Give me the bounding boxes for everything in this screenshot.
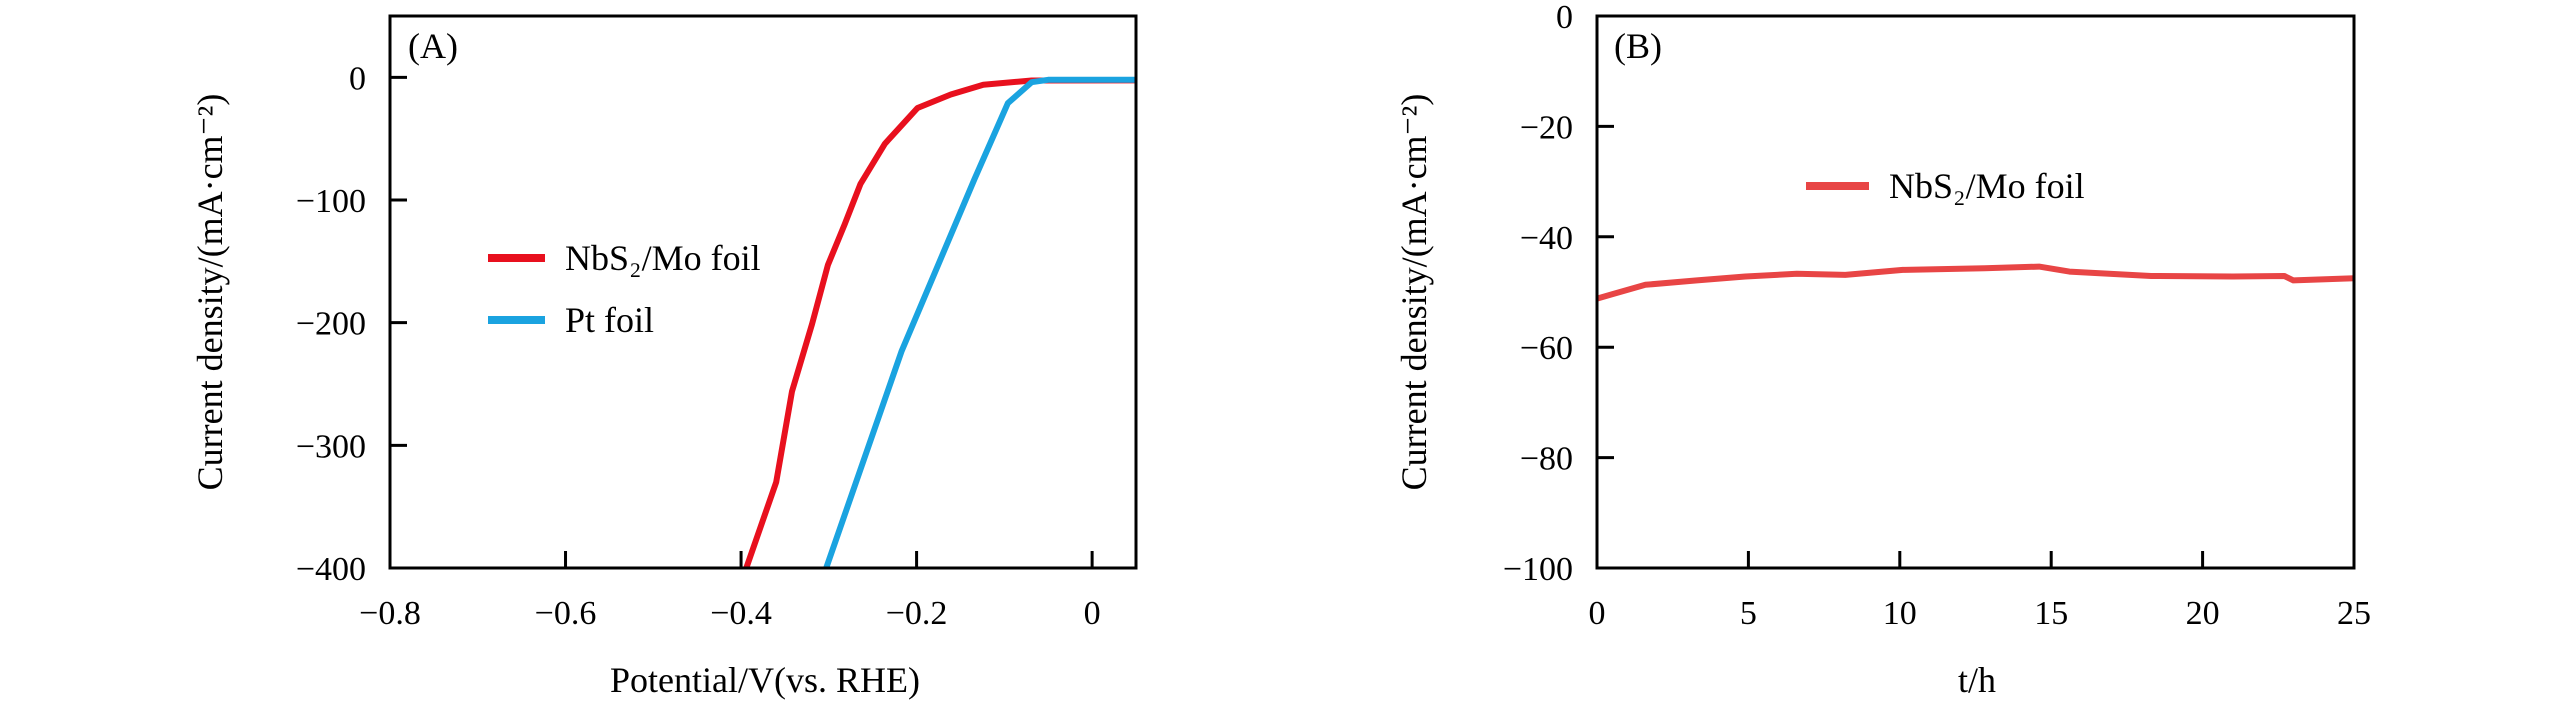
x-tick-label: −0.4 <box>710 595 772 632</box>
panel-label: (A) <box>408 26 458 66</box>
legend-label-1: Pt foil <box>565 300 654 340</box>
x-tick-label: 25 <box>2337 595 2371 632</box>
series-line-0 <box>1596 263 2355 302</box>
y-tick-label: −300 <box>296 428 366 465</box>
x-tick-label: 0 <box>1589 595 1606 632</box>
y-tick-label: −400 <box>296 551 366 588</box>
y-tick-label: −100 <box>1503 551 1573 588</box>
chart-panel-0: NbS₂/Mo foil Pt foil −0.8 −0.6 −0.4 −0.2 0 0 −10… <box>190 14 1138 700</box>
series-line-1 <box>823 76 1136 569</box>
x-axis-label: t/h <box>1958 660 1996 700</box>
x-tick-label: 15 <box>2034 595 2068 632</box>
legend-label-0: NbS₂/Mo foil <box>1889 166 2085 206</box>
x-tick-label: −0.2 <box>886 595 948 632</box>
legend-label-0: NbS₂/Mo foil <box>565 238 761 278</box>
chart-panel-1: NbS₂/Mo foil 0 5 10 15 20 25 0 −20 −40 −60 −80 −100 t… <box>1394 0 2371 700</box>
x-tick-label: 20 <box>2186 595 2220 632</box>
y-tick-label: −100 <box>296 183 366 220</box>
x-tick-label: 10 <box>1883 595 1917 632</box>
y-axis-label: Current density/(mA·cm⁻²) <box>1394 94 1434 491</box>
panel-label: (B) <box>1614 26 1662 66</box>
y-tick-label: 0 <box>1556 0 1573 36</box>
plot-frame <box>388 14 1138 570</box>
x-tick-label: 5 <box>1740 595 1757 632</box>
series-line-0 <box>743 77 1137 569</box>
y-tick-label: −20 <box>1520 109 1573 146</box>
x-tick-label: −0.8 <box>359 595 421 632</box>
plot-frame <box>1595 14 2356 570</box>
y-axis-label: Current density/(mA·cm⁻²) <box>190 94 230 491</box>
y-tick-label: −60 <box>1520 330 1573 367</box>
x-axis-label: Potential/V(vs. RHE) <box>610 660 920 700</box>
x-tick-label: 0 <box>1084 595 1101 632</box>
y-tick-label: −40 <box>1520 220 1573 257</box>
y-tick-label: −200 <box>296 306 366 343</box>
y-tick-label: −80 <box>1520 441 1573 478</box>
x-tick-label: −0.6 <box>535 595 597 632</box>
y-tick-label: 0 <box>349 60 366 97</box>
